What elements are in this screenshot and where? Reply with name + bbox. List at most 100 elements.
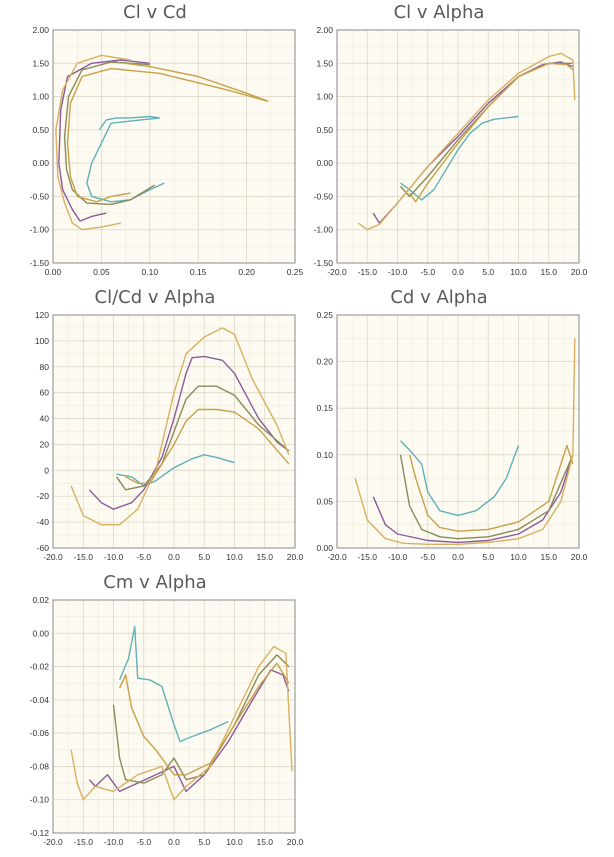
series-group xyxy=(357,52,576,231)
x-tick-label: 0.0 xyxy=(452,267,464,277)
series-line xyxy=(63,61,155,206)
y-tick-label: 60 xyxy=(40,388,50,398)
x-tick-label: -5.0 xyxy=(136,837,151,847)
y-tick-label: 0.02 xyxy=(32,595,49,605)
axes-frame xyxy=(52,599,296,834)
chart-plot: 0.00 0.05 0.10 0.15 0.20 0.25 -1.50 -1.00 -0.50 0… xyxy=(30,25,304,277)
chart-title: Cl v Cd xyxy=(123,2,187,23)
x-tick-label: 15.0 xyxy=(540,267,557,277)
y-tick-label: -0.12 xyxy=(30,828,50,838)
y-tick-label: 120 xyxy=(35,310,49,320)
x-tick-label: 20.0 xyxy=(287,552,304,562)
y-tick-label: -0.06 xyxy=(30,728,50,738)
x-tick-label: -15.0 xyxy=(74,837,94,847)
y-tick-label: -0.02 xyxy=(30,662,50,672)
x-tick-label: 15.0 xyxy=(540,552,557,562)
chart-clcd-v-alpha: Cl/Cd v Alpha -20.0 -15.0 -10.0 -5.0 0.0 5.0 1… xyxy=(10,287,304,567)
x-tick-label: 20.0 xyxy=(571,267,588,277)
x-tick-label: 0.0 xyxy=(452,552,464,562)
series-line xyxy=(408,444,574,532)
series-line xyxy=(409,62,574,203)
y-tick-label: -0.04 xyxy=(30,695,50,705)
y-tick-label: 0.00 xyxy=(316,158,333,168)
axes-frame xyxy=(336,314,580,549)
x-tick-label: -10.0 xyxy=(104,837,124,847)
x-tick-label: 10.0 xyxy=(510,267,527,277)
y-tick-label: 100 xyxy=(35,336,49,346)
series-line xyxy=(372,454,574,544)
y-tick-label: 1.00 xyxy=(316,92,333,102)
y-tick-label: 2.00 xyxy=(32,25,49,35)
chart-plot: -20.0 -15.0 -10.0 -5.0 0.0 5.0 10.0 15.0 20.0 -60… xyxy=(35,310,304,562)
chart-plot: -20.0 -15.0 -10.0 -5.0 0.0 5.0 10.0 15.0 20.0 -0.… xyxy=(30,595,304,847)
chart-title: Cl/Cd v Alpha xyxy=(94,287,216,308)
series-group xyxy=(55,54,269,231)
x-tick-label: -20.0 xyxy=(43,552,63,562)
x-tick-label: -10.0 xyxy=(388,267,408,277)
series-line xyxy=(116,454,235,487)
y-tick-label: -1.50 xyxy=(30,258,50,268)
y-tick-label: -0.50 xyxy=(30,191,50,201)
x-tick-label: -10.0 xyxy=(104,552,124,562)
x-tick-label: -15.0 xyxy=(358,267,378,277)
series-line xyxy=(86,115,165,203)
chart-title: Cm v Alpha xyxy=(103,572,207,593)
x-tick-label: 15.0 xyxy=(256,837,273,847)
series-line xyxy=(70,645,293,801)
x-tick-label: 5.0 xyxy=(198,837,210,847)
x-tick-label: 0.05 xyxy=(93,267,110,277)
series-line xyxy=(354,338,576,545)
chart-cl-v-alpha: Cl v Alpha -20.0 -15.0 -10.0 -5.0 0.0 5.0 10.0… xyxy=(294,2,588,282)
series-line xyxy=(399,440,520,517)
x-tick-label: 5.0 xyxy=(198,552,210,562)
y-tick-label: -1.00 xyxy=(314,225,334,235)
x-tick-label: 5.0 xyxy=(482,552,494,562)
y-tick-label: 0.10 xyxy=(316,450,333,460)
series-line xyxy=(112,654,290,784)
y-tick-label: 2.00 xyxy=(316,25,333,35)
y-tick-label: -0.50 xyxy=(314,191,334,201)
x-tick-label: 20.0 xyxy=(571,552,588,562)
series-line xyxy=(118,662,290,776)
x-tick-label: -20.0 xyxy=(43,837,63,847)
series-line xyxy=(118,625,229,743)
y-tick-label: -20 xyxy=(37,491,50,501)
series-line xyxy=(88,355,290,510)
x-tick-label: -15.0 xyxy=(74,552,94,562)
y-tick-label: -1.00 xyxy=(30,225,50,235)
x-tick-label: 10.0 xyxy=(226,837,243,847)
axes-frame xyxy=(52,29,296,264)
series-line xyxy=(400,115,519,201)
x-tick-label: -5.0 xyxy=(136,552,151,562)
chart-title: Cd v Alpha xyxy=(390,287,488,308)
y-tick-label: 1.50 xyxy=(32,58,49,68)
series-line xyxy=(55,54,131,231)
axes-frame xyxy=(52,314,296,549)
y-tick-label: 0.00 xyxy=(32,158,49,168)
series-line xyxy=(399,454,574,540)
y-tick-label: -0.08 xyxy=(30,761,50,771)
x-tick-label: 10.0 xyxy=(226,552,243,562)
series-group xyxy=(70,625,293,801)
x-tick-label: 0.15 xyxy=(190,267,207,277)
x-tick-label: -10.0 xyxy=(388,552,408,562)
x-tick-label: -20.0 xyxy=(327,552,347,562)
y-tick-label: 0.20 xyxy=(316,357,333,367)
y-tick-label: -1.50 xyxy=(314,258,334,268)
y-tick-label: 0.00 xyxy=(32,628,49,638)
x-tick-label: 20.0 xyxy=(287,837,304,847)
x-tick-label: -5.0 xyxy=(420,552,435,562)
series-line xyxy=(357,52,576,231)
series-line xyxy=(66,62,269,203)
series-group xyxy=(70,327,290,526)
x-tick-label: 0.10 xyxy=(142,267,159,277)
y-tick-label: 0 xyxy=(44,465,49,475)
y-tick-label: 40 xyxy=(40,414,50,424)
y-tick-label: 0.25 xyxy=(316,310,333,320)
x-tick-label: 5.0 xyxy=(482,267,494,277)
y-tick-label: 0.00 xyxy=(316,543,333,553)
series-line xyxy=(70,327,290,526)
y-tick-label: 1.00 xyxy=(32,92,49,102)
chart-plot: -20.0 -15.0 -10.0 -5.0 0.0 5.0 10.0 15.0 20.0 0.0… xyxy=(316,310,587,562)
